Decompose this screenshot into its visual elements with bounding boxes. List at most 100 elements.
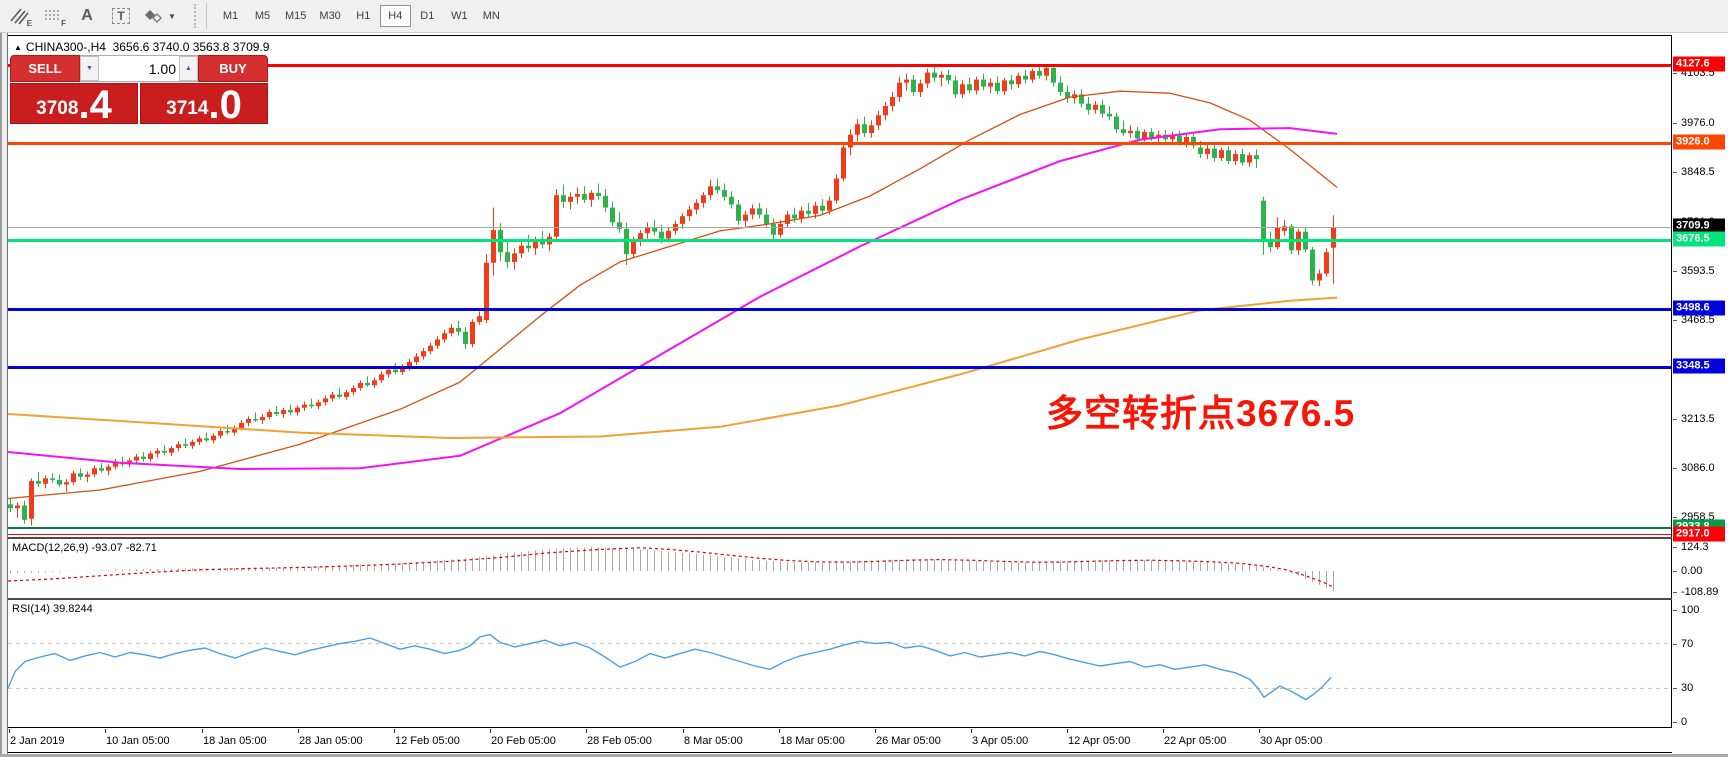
candle-body	[1303, 231, 1308, 250]
buy-button[interactable]: BUY	[198, 55, 268, 82]
candle-body	[330, 394, 335, 399]
time-axis[interactable]: 2 Jan 2019 10 Jan 05:00 18 Jan 05:00 28 Jan…	[8, 729, 1672, 753]
candle-body	[778, 223, 783, 235]
candle-body	[946, 74, 951, 81]
timeframe-button-m5[interactable]: M5	[254, 10, 271, 22]
candle-body	[967, 84, 972, 91]
price-tick-3086.0: 3086.0	[1681, 462, 1715, 475]
sell-button[interactable]: SELL	[10, 55, 80, 82]
text-box-tool-button[interactable]: T	[106, 3, 136, 29]
price-axis[interactable]: 4127.63926.03709.93676.53498.63348.52933…	[1673, 34, 1728, 753]
macd-tick--108.89: -108.89	[1681, 586, 1719, 599]
candle-body	[428, 345, 433, 352]
candle-body	[1289, 226, 1294, 251]
timeframe-button-mn[interactable]: MN	[482, 10, 500, 22]
candle-body	[1037, 71, 1042, 76]
candle-body	[1310, 249, 1315, 281]
candle-body	[1016, 75, 1021, 85]
timeframe-button-h4[interactable]: H4	[379, 5, 411, 27]
candle-body	[337, 394, 342, 397]
candle-body	[15, 505, 20, 509]
ask-price-main: 3714	[166, 98, 209, 119]
volume-input[interactable]: 1.00	[99, 56, 179, 81]
candle-body	[407, 361, 412, 368]
main-chart-pane[interactable]: ▲ CHINA300-,H4 3656.6 3740.0 3563.8 3709.…	[8, 35, 1672, 537]
timeframe-button-m1[interactable]: M1	[222, 10, 239, 22]
candle-body	[1030, 71, 1035, 80]
timeframe-button-m15[interactable]: M15	[285, 10, 307, 22]
pane-separator[interactable]	[8, 537, 1672, 539]
candle-body	[988, 82, 993, 87]
candle-body	[1023, 75, 1028, 80]
candle-body	[568, 196, 573, 202]
rsi-tick-100: 100	[1681, 603, 1700, 616]
candle-body	[904, 79, 909, 83]
timeframe-button-d1[interactable]: D1	[420, 10, 435, 22]
candle-body	[365, 382, 370, 386]
shapes-tool-button[interactable]: ▼	[140, 3, 180, 29]
time-label: 28 Feb 05:00	[587, 735, 652, 747]
ask-price-panel[interactable]: 3714 .0	[140, 83, 268, 128]
candle-body	[71, 473, 76, 483]
timeframe-button-m30[interactable]: M30	[319, 10, 341, 22]
candle-body	[316, 402, 321, 407]
price-badge-3498.6: 3498.6	[1673, 300, 1725, 316]
volume-decrease-button[interactable]: ▼	[80, 56, 99, 81]
candle-body	[834, 178, 839, 201]
rsi-tick-30-dash	[1673, 688, 1677, 690]
crosshair-lines-tool-button[interactable]: E	[4, 3, 34, 29]
toolbar-grip[interactable]	[194, 4, 200, 28]
candle-body	[281, 410, 286, 414]
bid-price-panel[interactable]: 3708 .4	[10, 83, 138, 125]
candle-body	[631, 241, 636, 255]
candle-body	[1233, 154, 1238, 162]
candle-body	[1156, 134, 1161, 138]
time-tick	[971, 729, 972, 733]
chart-text-annotation: 多空转折点3676.5	[1046, 393, 1356, 434]
time-tick	[9, 729, 10, 733]
candle-body	[225, 431, 230, 433]
candle-body	[358, 382, 363, 388]
candle-body	[736, 204, 741, 221]
candle-body	[113, 461, 118, 467]
candle-body	[295, 407, 300, 413]
candle-body	[1093, 104, 1098, 110]
candle-body	[442, 333, 447, 340]
candle-body	[1149, 131, 1154, 138]
candle-body	[799, 210, 804, 219]
time-label: 30 Apr 05:00	[1260, 735, 1323, 747]
price-tick-3976.0: 3976.0	[1681, 116, 1715, 129]
candle-body	[288, 410, 293, 413]
time-label: 18 Mar 05:00	[780, 735, 845, 747]
candle-body	[603, 195, 608, 208]
candle-body	[708, 186, 713, 196]
candle-body	[1177, 135, 1182, 143]
candle-body	[897, 82, 902, 98]
ask-price-fraction: .0	[208, 83, 242, 128]
candle-body	[379, 374, 384, 381]
price-tick-3593.5: 3593.5	[1681, 265, 1715, 278]
candle-body	[1135, 130, 1140, 139]
time-label: 26 Mar 05:00	[876, 735, 941, 747]
price-badge-2917.0: 2917.0	[1673, 526, 1725, 542]
candle-body	[218, 431, 223, 436]
candle-body	[22, 505, 27, 520]
rsi-line	[8, 633, 1332, 701]
timeframe-button-w1[interactable]: W1	[451, 10, 468, 22]
price-tick-3848.5-dash	[1673, 172, 1677, 174]
fibonacci-grid-tool-button[interactable]: F	[38, 3, 68, 29]
timeframe-button-h1[interactable]: H1	[356, 10, 371, 22]
candle-body	[1114, 116, 1119, 130]
candle-body	[470, 322, 475, 345]
pane-separator[interactable]	[8, 598, 1672, 600]
volume-increase-button[interactable]: ▲	[179, 56, 198, 81]
candle-body	[1184, 137, 1189, 143]
symbol-collapse-icon[interactable]: ▲	[14, 43, 22, 52]
chart-title: ▲ CHINA300-,H4 3656.6 3740.0 3563.8 3709.…	[14, 40, 269, 54]
candle-body	[610, 207, 615, 223]
candle-body	[680, 216, 685, 224]
candle-body	[652, 226, 657, 232]
candle-body	[960, 84, 965, 95]
text-label-tool-button[interactable]: A	[81, 7, 93, 24]
volume-stepper: ▼ 1.00 ▲	[80, 55, 198, 82]
